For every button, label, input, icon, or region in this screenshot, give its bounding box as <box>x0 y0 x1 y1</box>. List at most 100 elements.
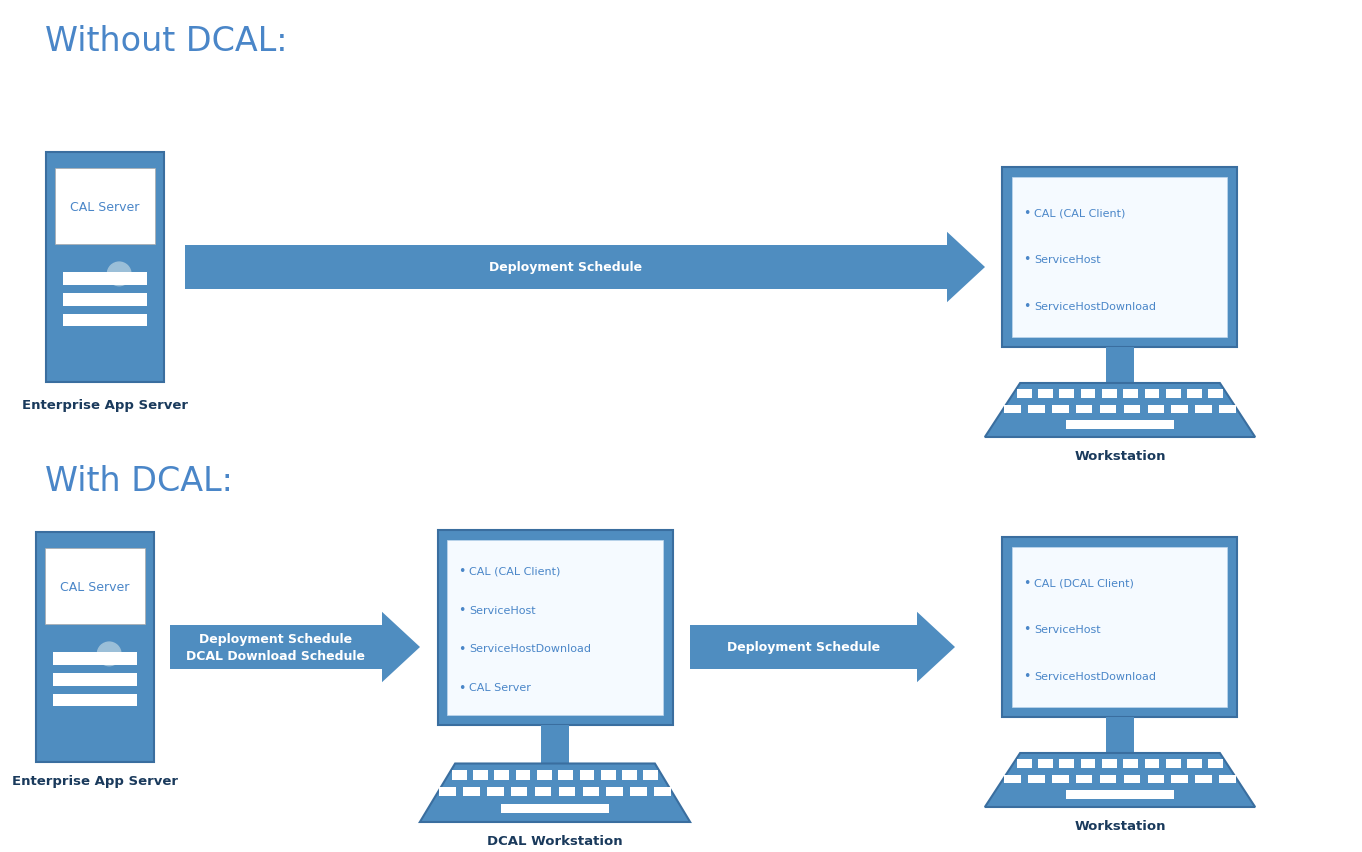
FancyBboxPatch shape <box>53 694 138 706</box>
Text: Deployment Schedule: Deployment Schedule <box>199 632 353 645</box>
Text: With DCAL:: With DCAL: <box>45 464 233 498</box>
FancyBboxPatch shape <box>488 787 504 797</box>
Text: DCAL Download Schedule: DCAL Download Schedule <box>187 649 365 662</box>
Text: ServiceHost: ServiceHost <box>1035 255 1100 265</box>
Polygon shape <box>170 612 419 682</box>
Text: Without DCAL:: Without DCAL: <box>45 25 287 58</box>
Text: •: • <box>1023 623 1030 636</box>
FancyBboxPatch shape <box>1166 390 1181 399</box>
FancyBboxPatch shape <box>1051 406 1069 414</box>
FancyBboxPatch shape <box>1002 538 1238 717</box>
FancyBboxPatch shape <box>1004 774 1020 783</box>
FancyBboxPatch shape <box>511 787 527 797</box>
Text: ServiceHostDownload: ServiceHostDownload <box>1035 671 1156 681</box>
FancyBboxPatch shape <box>580 770 594 780</box>
FancyBboxPatch shape <box>1148 406 1165 414</box>
Text: Enterprise App Server: Enterprise App Server <box>22 399 188 412</box>
Text: •: • <box>1023 576 1030 589</box>
Text: CAL Server: CAL Server <box>60 580 129 593</box>
FancyBboxPatch shape <box>1099 406 1117 414</box>
FancyBboxPatch shape <box>54 169 155 245</box>
FancyBboxPatch shape <box>1038 759 1053 768</box>
FancyBboxPatch shape <box>541 725 569 763</box>
Polygon shape <box>419 763 691 822</box>
FancyBboxPatch shape <box>1060 390 1075 399</box>
FancyBboxPatch shape <box>516 770 530 780</box>
FancyBboxPatch shape <box>558 770 573 780</box>
FancyBboxPatch shape <box>622 770 637 780</box>
FancyBboxPatch shape <box>1051 774 1069 783</box>
FancyBboxPatch shape <box>1038 390 1053 399</box>
FancyBboxPatch shape <box>1066 421 1174 429</box>
FancyBboxPatch shape <box>1196 406 1212 414</box>
FancyBboxPatch shape <box>1076 406 1092 414</box>
FancyBboxPatch shape <box>631 787 647 797</box>
Text: ServiceHost: ServiceHost <box>470 605 537 615</box>
Text: •: • <box>1023 206 1030 220</box>
FancyBboxPatch shape <box>1028 406 1045 414</box>
Text: •: • <box>458 565 466 578</box>
Text: Workstation: Workstation <box>1075 819 1166 832</box>
Text: Enterprise App Server: Enterprise App Server <box>12 774 178 787</box>
Text: CAL (CAL Client): CAL (CAL Client) <box>1035 208 1126 218</box>
FancyBboxPatch shape <box>1066 790 1174 798</box>
FancyBboxPatch shape <box>46 153 163 383</box>
FancyBboxPatch shape <box>439 787 456 797</box>
FancyBboxPatch shape <box>1171 406 1188 414</box>
Text: •: • <box>1023 670 1030 682</box>
FancyBboxPatch shape <box>558 787 575 797</box>
FancyBboxPatch shape <box>1106 348 1135 383</box>
FancyBboxPatch shape <box>583 787 599 797</box>
FancyBboxPatch shape <box>501 804 609 814</box>
FancyBboxPatch shape <box>448 540 662 715</box>
FancyBboxPatch shape <box>45 549 146 625</box>
FancyBboxPatch shape <box>1144 759 1159 768</box>
FancyBboxPatch shape <box>1188 759 1201 768</box>
FancyBboxPatch shape <box>1012 547 1227 707</box>
FancyBboxPatch shape <box>1124 759 1139 768</box>
FancyBboxPatch shape <box>1144 390 1159 399</box>
FancyBboxPatch shape <box>53 653 138 665</box>
FancyBboxPatch shape <box>1148 774 1165 783</box>
FancyBboxPatch shape <box>1060 759 1075 768</box>
FancyBboxPatch shape <box>654 787 670 797</box>
FancyBboxPatch shape <box>1106 717 1135 753</box>
Text: •: • <box>458 642 466 655</box>
Text: Deployment Schedule: Deployment Schedule <box>489 262 643 274</box>
FancyBboxPatch shape <box>1012 178 1227 337</box>
FancyBboxPatch shape <box>1124 406 1140 414</box>
FancyBboxPatch shape <box>1188 390 1201 399</box>
Text: DCAL Workstation: DCAL Workstation <box>488 834 622 847</box>
FancyBboxPatch shape <box>535 787 552 797</box>
FancyBboxPatch shape <box>1080 759 1095 768</box>
Text: CAL Server: CAL Server <box>470 682 531 693</box>
FancyBboxPatch shape <box>473 770 488 780</box>
FancyBboxPatch shape <box>1102 759 1117 768</box>
Circle shape <box>97 642 121 666</box>
Polygon shape <box>985 753 1256 807</box>
Text: CAL Server: CAL Server <box>71 200 140 213</box>
Polygon shape <box>691 612 955 682</box>
Text: Workstation: Workstation <box>1075 450 1166 463</box>
FancyBboxPatch shape <box>463 787 479 797</box>
Text: •: • <box>458 681 466 694</box>
Text: •: • <box>1023 300 1030 313</box>
FancyBboxPatch shape <box>1080 390 1095 399</box>
FancyBboxPatch shape <box>437 530 673 725</box>
FancyBboxPatch shape <box>1208 390 1223 399</box>
FancyBboxPatch shape <box>63 273 147 285</box>
FancyBboxPatch shape <box>1017 390 1031 399</box>
FancyBboxPatch shape <box>643 770 658 780</box>
FancyBboxPatch shape <box>1102 390 1117 399</box>
Text: CAL (CAL Client): CAL (CAL Client) <box>470 567 561 576</box>
Polygon shape <box>985 383 1256 437</box>
FancyBboxPatch shape <box>1166 759 1181 768</box>
FancyBboxPatch shape <box>1076 774 1092 783</box>
Text: •: • <box>458 603 466 616</box>
Circle shape <box>108 262 131 286</box>
FancyBboxPatch shape <box>601 770 616 780</box>
FancyBboxPatch shape <box>63 294 147 306</box>
FancyBboxPatch shape <box>606 787 622 797</box>
FancyBboxPatch shape <box>1219 406 1235 414</box>
FancyBboxPatch shape <box>63 314 147 327</box>
